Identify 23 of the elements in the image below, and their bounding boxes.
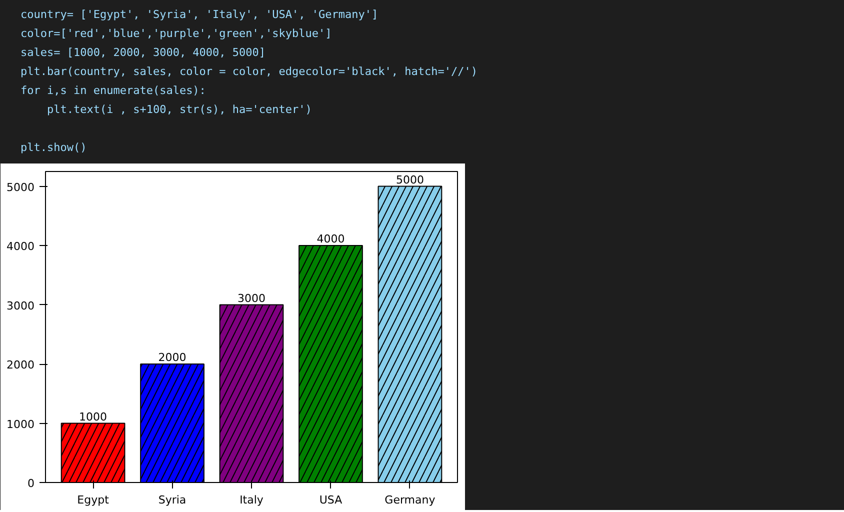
x-tick-label: Italy <box>240 494 264 506</box>
x-tick-label: Syria <box>158 494 186 506</box>
y-tick-label: 0 <box>28 477 34 490</box>
y-tick-label: 4000 <box>6 240 35 254</box>
data-label: 1000 <box>79 410 108 424</box>
text: plt.show() <box>20 141 87 154</box>
text: plt.bar(country, sales, color = color, edgecolor='black', hatch='//') <box>20 65 478 78</box>
y-tick-label: 3000 <box>6 299 35 312</box>
text: sales= [1000, 2000, 3000, 4000, 5000] <box>20 46 266 59</box>
data-label: 4000 <box>316 232 345 246</box>
x-tick-label: Egypt <box>77 494 110 506</box>
x-tick-label: Germany <box>384 494 436 506</box>
text: for i,s in enumerate(sales): <box>20 84 206 97</box>
text: color=['red','blue','purple','green','skyblue'] <box>20 27 332 40</box>
y-tick-label: 5000 <box>6 180 35 194</box>
data-label: 2000 <box>158 351 186 364</box>
data-label: 5000 <box>396 173 424 186</box>
text: country= ['Egypt', 'Syria', 'Italy', 'USA', 'Germany'] <box>20 8 378 21</box>
y-tick-label: 1000 <box>6 418 35 431</box>
text: plt.text(i , s+100, str(s), ha='center') <box>20 103 312 116</box>
x-tick-label: USA <box>319 494 343 506</box>
data-label: 3000 <box>238 292 266 305</box>
y-tick-label: 2000 <box>6 358 35 372</box>
